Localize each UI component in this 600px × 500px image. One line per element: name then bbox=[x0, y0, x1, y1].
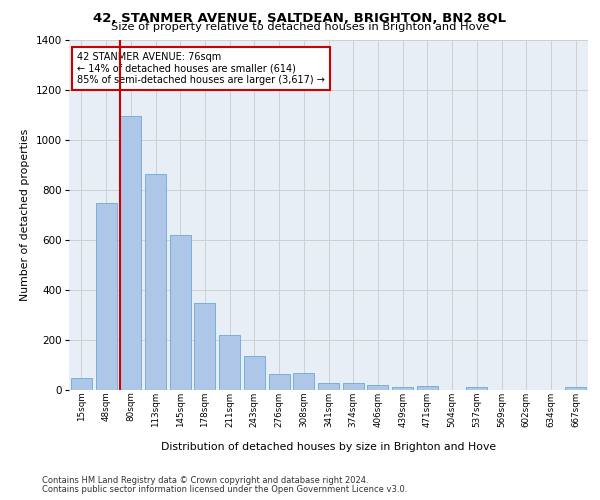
Y-axis label: Number of detached properties: Number of detached properties bbox=[20, 129, 30, 301]
Bar bbox=[170, 235, 191, 390]
Text: 42, STANMER AVENUE, SALTDEAN, BRIGHTON, BN2 8QL: 42, STANMER AVENUE, SALTDEAN, BRIGHTON, … bbox=[94, 12, 506, 24]
Bar bbox=[145, 174, 166, 390]
Bar bbox=[466, 387, 487, 390]
Bar bbox=[343, 382, 364, 390]
Text: Size of property relative to detached houses in Brighton and Hove: Size of property relative to detached ho… bbox=[111, 22, 489, 32]
Text: 42 STANMER AVENUE: 76sqm
← 14% of detached houses are smaller (614)
85% of semi-: 42 STANMER AVENUE: 76sqm ← 14% of detach… bbox=[77, 52, 325, 86]
Bar bbox=[95, 202, 116, 390]
Bar bbox=[565, 387, 586, 390]
Text: Contains public sector information licensed under the Open Government Licence v3: Contains public sector information licen… bbox=[42, 484, 407, 494]
Text: Contains HM Land Registry data © Crown copyright and database right 2024.: Contains HM Land Registry data © Crown c… bbox=[42, 476, 368, 485]
Bar bbox=[367, 385, 388, 390]
Bar bbox=[293, 372, 314, 390]
Bar bbox=[269, 374, 290, 390]
Bar bbox=[392, 387, 413, 390]
Bar bbox=[219, 335, 240, 390]
Bar bbox=[194, 302, 215, 390]
Text: Distribution of detached houses by size in Brighton and Hove: Distribution of detached houses by size … bbox=[161, 442, 496, 452]
Bar bbox=[120, 116, 141, 390]
Bar bbox=[417, 386, 438, 390]
Bar bbox=[71, 378, 92, 390]
Bar bbox=[318, 382, 339, 390]
Bar bbox=[244, 356, 265, 390]
